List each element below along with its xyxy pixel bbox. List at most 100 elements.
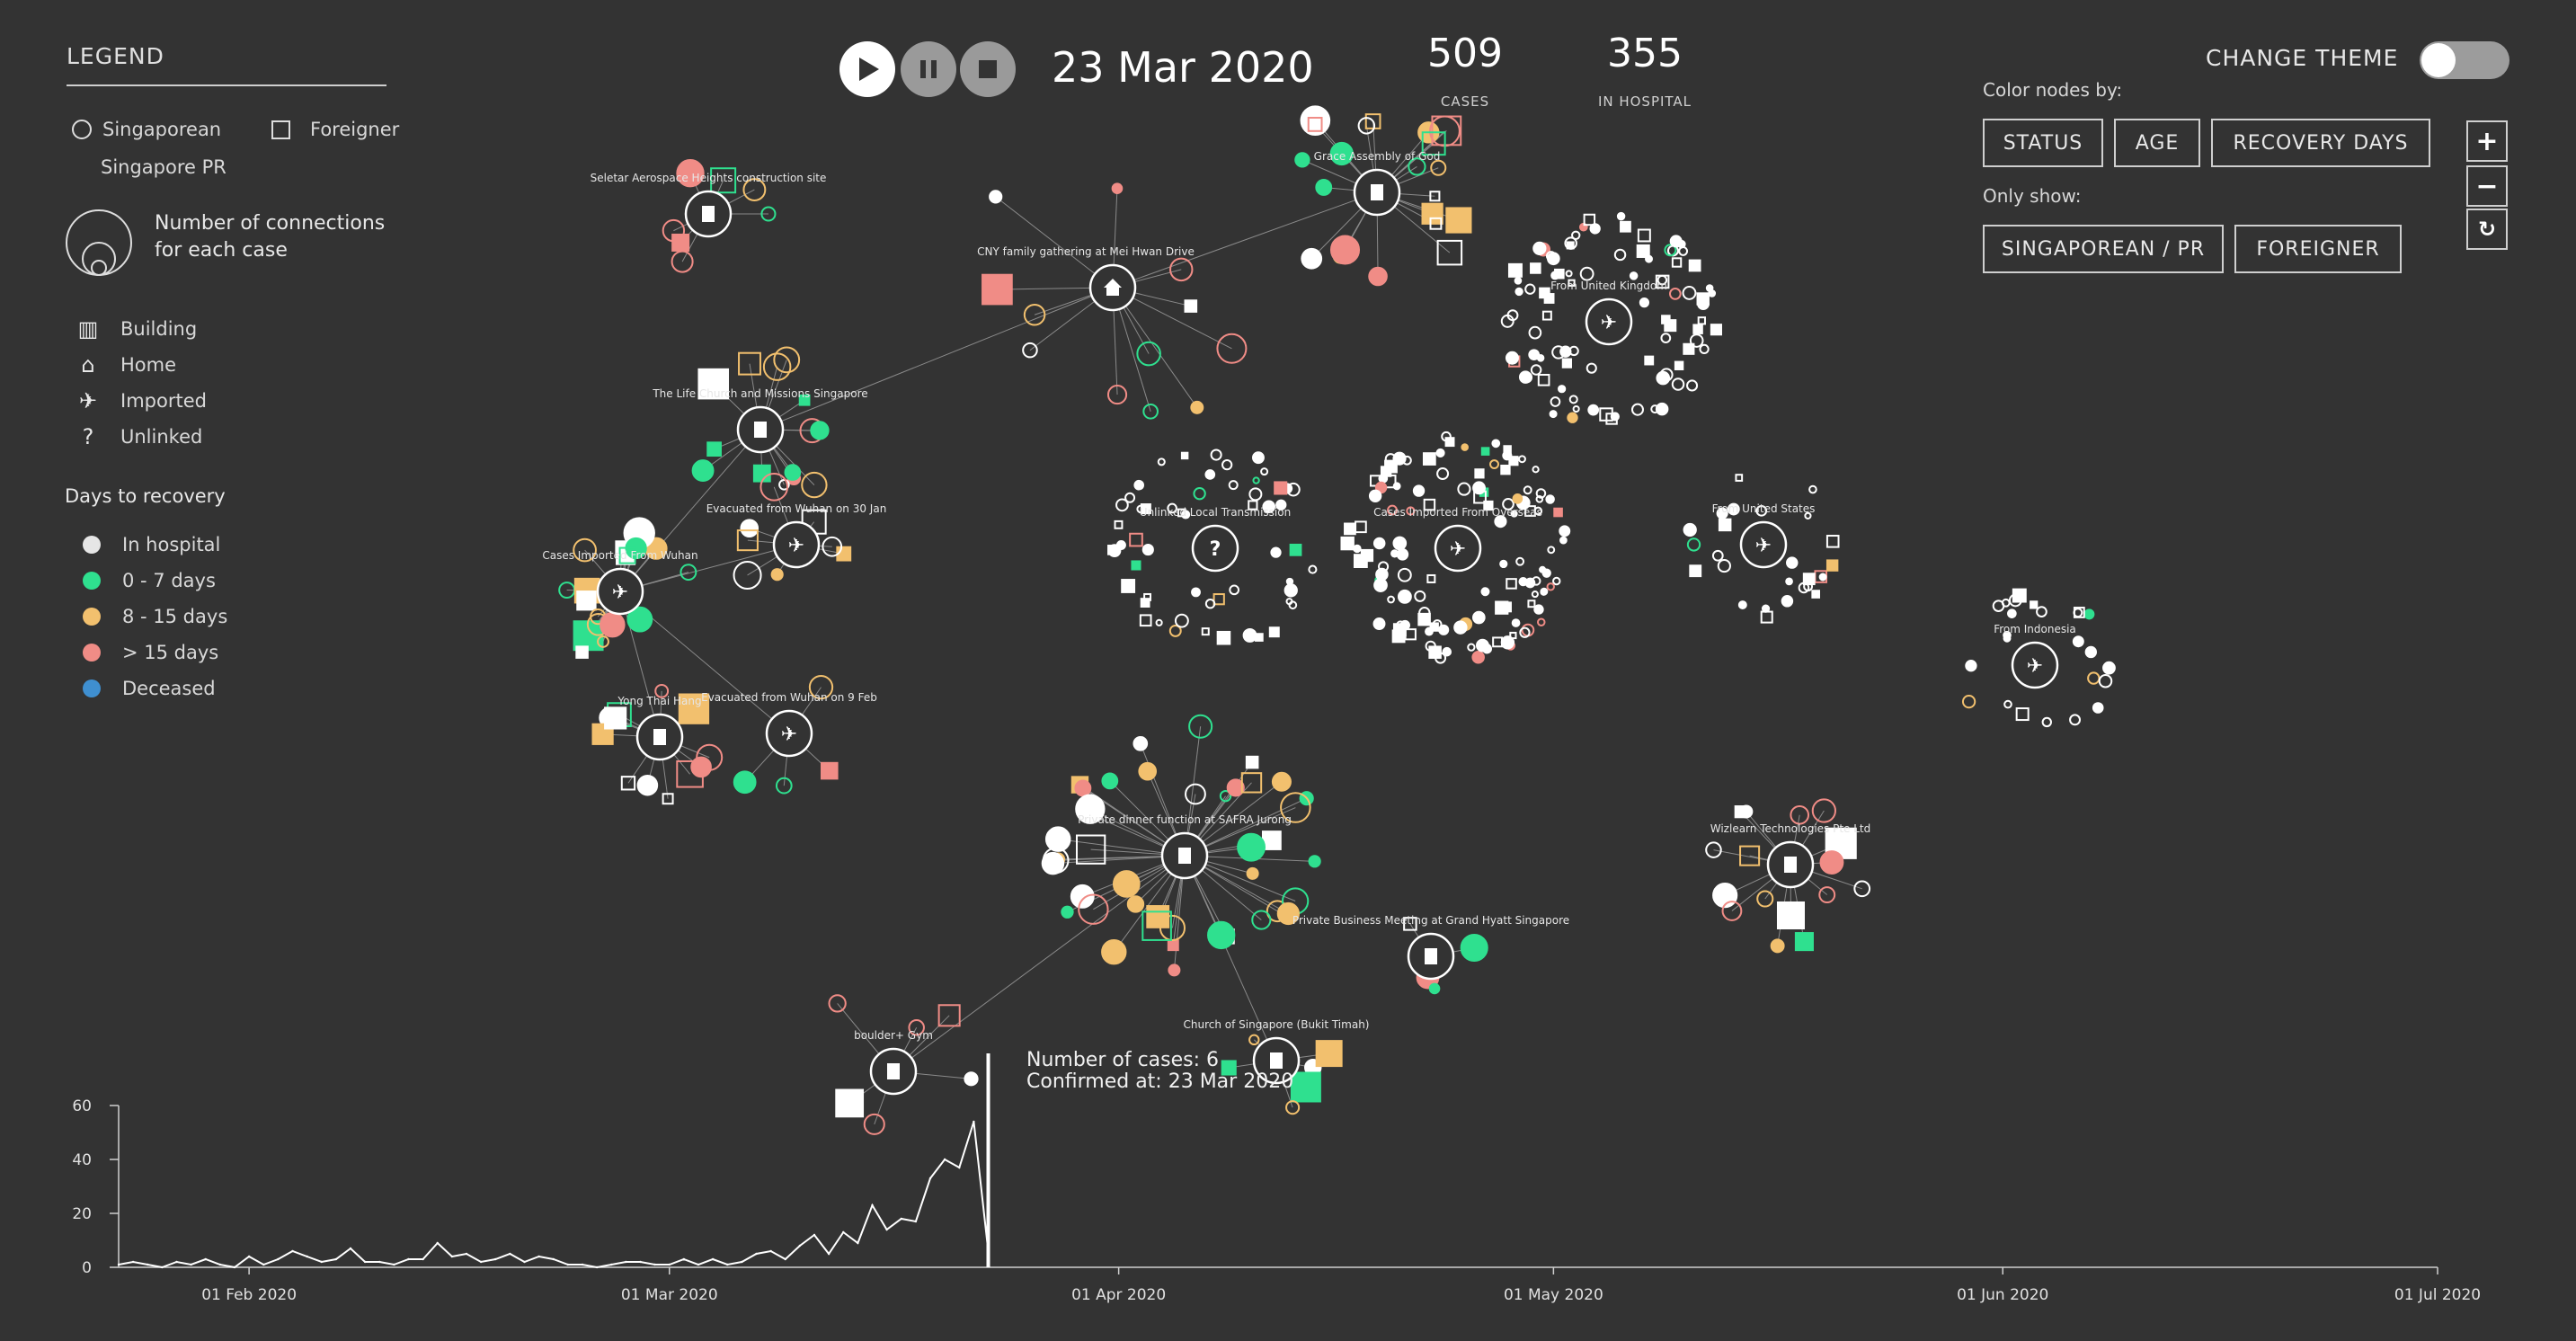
zoom-out-button[interactable]: −	[2466, 165, 2508, 207]
case-node-foreigner[interactable]	[1426, 573, 1436, 583]
case-node[interactable]	[1699, 343, 1710, 355]
case-node-foreigner[interactable]	[1509, 631, 1517, 640]
case-node[interactable]	[1711, 549, 1724, 562]
case-node-foreigner[interactable]	[697, 368, 730, 400]
case-node-foreigner[interactable]	[752, 464, 771, 483]
case-node[interactable]	[1697, 298, 1710, 311]
case-node-foreigner[interactable]	[1216, 630, 1231, 645]
case-node[interactable]	[1357, 117, 1376, 135]
case-node-foreigner[interactable]	[604, 706, 627, 730]
case-node[interactable]	[1414, 590, 1426, 602]
case-node[interactable]	[1630, 403, 1644, 416]
case-node[interactable]	[1022, 342, 1038, 359]
case-node[interactable]	[1191, 587, 1201, 598]
case-node[interactable]	[1207, 920, 1236, 950]
case-node[interactable]	[696, 743, 724, 771]
case-node[interactable]	[1514, 276, 1523, 285]
case-node[interactable]	[1396, 548, 1409, 561]
case-node-foreigner[interactable]	[1735, 474, 1744, 482]
case-node-foreigner[interactable]	[798, 394, 811, 406]
case-node[interactable]	[1280, 792, 1311, 823]
case-node[interactable]	[1545, 494, 1555, 504]
case-node[interactable]	[1515, 287, 1523, 297]
case-node[interactable]	[1061, 905, 1074, 919]
case-node[interactable]	[1308, 564, 1318, 574]
case-node-foreigner[interactable]	[1274, 481, 1288, 495]
case-node-foreigner[interactable]	[1143, 592, 1151, 601]
case-node[interactable]	[2087, 671, 2101, 685]
case-node[interactable]	[1373, 578, 1388, 592]
case-node-foreigner[interactable]	[1421, 202, 1443, 225]
case-node[interactable]	[1406, 506, 1416, 516]
case-node-foreigner[interactable]	[1506, 578, 1517, 590]
case-node-foreigner[interactable]	[576, 591, 597, 611]
case-node[interactable]	[1438, 624, 1450, 635]
case-node[interactable]	[1368, 489, 1382, 502]
case-node[interactable]	[1811, 798, 1836, 823]
case-node[interactable]	[1521, 371, 1533, 384]
case-node[interactable]	[2069, 714, 2081, 726]
case-node[interactable]	[1387, 595, 1395, 604]
case-node[interactable]	[2098, 674, 2113, 688]
case-node[interactable]	[1374, 481, 1388, 494]
case-node-foreigner[interactable]	[618, 546, 636, 564]
case-node[interactable]	[1155, 618, 1163, 626]
case-node[interactable]	[1532, 241, 1547, 255]
case-node[interactable]	[1044, 826, 1071, 852]
case-node-foreigner[interactable]	[1811, 590, 1820, 599]
case-node-foreigner[interactable]	[736, 529, 759, 552]
case-node-foreigner[interactable]	[835, 1088, 865, 1118]
case-node-foreigner[interactable]	[1636, 244, 1650, 258]
case-node[interactable]	[1572, 404, 1580, 413]
case-node[interactable]	[2003, 630, 2012, 640]
case-node[interactable]	[1216, 333, 1248, 364]
case-node-foreigner[interactable]	[1423, 498, 1436, 511]
case-node[interactable]	[1392, 536, 1408, 551]
foreigner-filter-button[interactable]: FOREIGNER	[2234, 225, 2402, 273]
case-node-foreigner[interactable]	[671, 233, 690, 252]
case-node[interactable]	[1453, 620, 1468, 635]
case-node[interactable]	[1432, 619, 1443, 630]
case-node[interactable]	[1285, 577, 1294, 586]
age-button[interactable]: AGE	[2114, 119, 2200, 167]
case-node[interactable]	[1392, 482, 1401, 491]
case-node[interactable]	[828, 994, 847, 1013]
case-node-foreigner[interactable]	[1583, 213, 1596, 226]
case-node[interactable]	[1686, 379, 1699, 392]
case-node[interactable]	[1308, 855, 1321, 868]
case-node[interactable]	[1226, 778, 1245, 797]
case-node[interactable]	[680, 564, 697, 582]
case-node[interactable]	[863, 1113, 885, 1135]
case-node[interactable]	[1396, 620, 1406, 630]
case-node-foreigner[interactable]	[1445, 207, 1472, 234]
case-node[interactable]	[759, 473, 789, 502]
case-node[interactable]	[733, 770, 757, 795]
case-node[interactable]	[1721, 901, 1743, 921]
case-node[interactable]	[654, 683, 670, 698]
status-button[interactable]: STATUS	[1983, 119, 2103, 167]
case-node-foreigner[interactable]	[1221, 1060, 1237, 1076]
zoom-in-button[interactable]: +	[2466, 120, 2508, 162]
case-node-foreigner[interactable]	[1114, 520, 1124, 529]
case-node-foreigner[interactable]	[1697, 316, 1706, 325]
case-node[interactable]	[1717, 558, 1731, 573]
case-node-foreigner[interactable]	[662, 793, 674, 805]
case-node[interactable]	[1276, 901, 1300, 926]
case-node[interactable]	[1547, 546, 1556, 555]
case-node[interactable]	[1251, 910, 1272, 930]
case-node[interactable]	[676, 159, 705, 188]
case-node[interactable]	[1190, 400, 1204, 414]
case-node[interactable]	[1819, 850, 1844, 875]
case-node[interactable]	[1965, 660, 1977, 672]
case-node-foreigner[interactable]	[1776, 901, 1805, 929]
case-node-foreigner[interactable]	[1539, 287, 1550, 299]
case-node[interactable]	[1397, 589, 1412, 604]
case-node[interactable]	[1535, 488, 1547, 499]
case-node-foreigner[interactable]	[2012, 588, 2027, 603]
case-node[interactable]	[778, 479, 790, 491]
case-node-foreigner[interactable]	[1289, 543, 1302, 556]
case-node[interactable]	[801, 471, 828, 499]
case-node[interactable]	[1461, 443, 1469, 451]
case-node[interactable]	[1992, 599, 2005, 612]
